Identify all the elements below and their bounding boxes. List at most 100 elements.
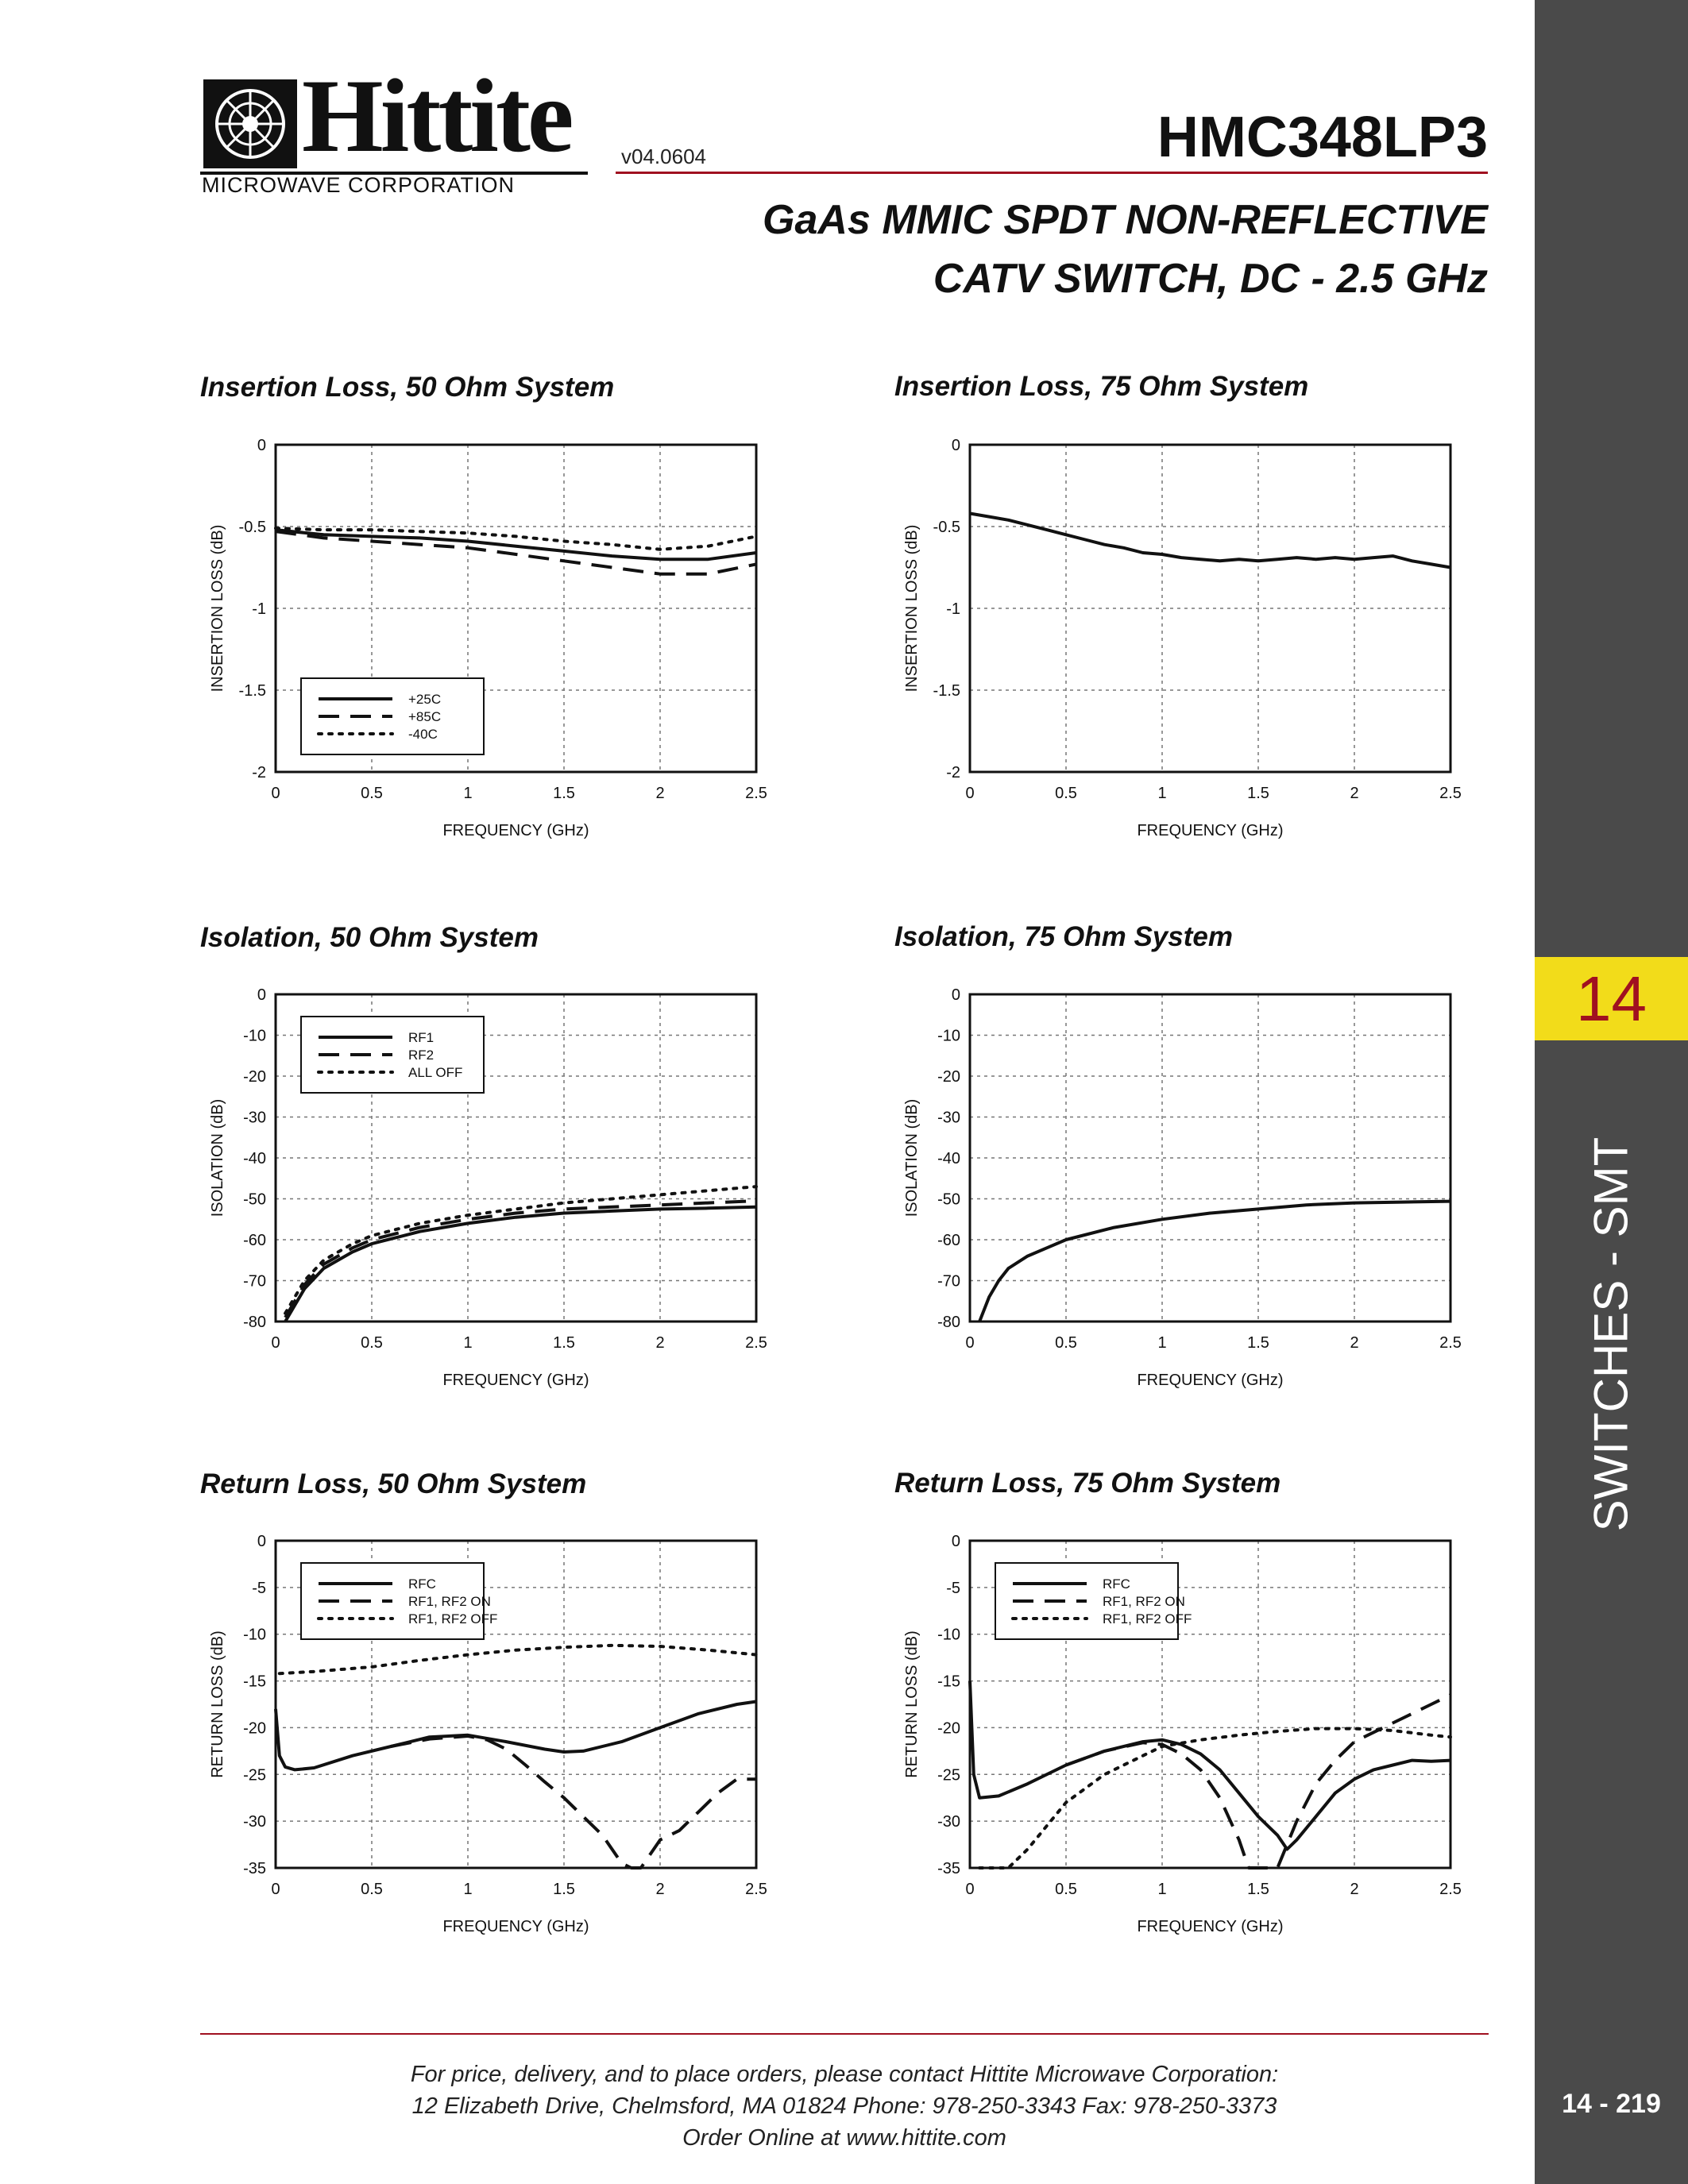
y-tick-label: -0.5 xyxy=(933,519,960,536)
x-tick-label: 2.5 xyxy=(1439,1881,1462,1898)
chart-title-rl75: Return Loss, 75 Ohm System xyxy=(894,1468,1281,1499)
y-axis-label: RETURN LOSS (dB) xyxy=(209,1630,226,1778)
y-tick-label: -50 xyxy=(243,1191,266,1209)
plot-frame xyxy=(274,993,758,1323)
y-axis-label: ISOLATION (dB) xyxy=(209,1099,226,1217)
series-line-2 xyxy=(284,1199,757,1318)
x-tick-label: 1 xyxy=(463,1334,472,1352)
x-tick-label: 2 xyxy=(1350,1334,1358,1352)
y-tick-label: 0 xyxy=(952,437,960,454)
x-tick-label: 2.5 xyxy=(1439,785,1462,802)
x-tick-label: 2 xyxy=(1350,785,1358,802)
x-tick-label: 0.5 xyxy=(1055,785,1077,802)
y-tick-label: -5 xyxy=(946,1580,960,1597)
x-tick-label: 0 xyxy=(271,785,280,802)
y-tick-label: -35 xyxy=(937,1860,960,1877)
y-tick-label: -20 xyxy=(243,1068,266,1086)
y-tick-label: -2 xyxy=(252,764,266,781)
x-tick-label: 1 xyxy=(1157,785,1166,802)
y-tick-label: 0 xyxy=(952,986,960,1004)
document-title: GaAs MMIC SPDT NON-REFLECTIVE CATV SWITC… xyxy=(763,191,1488,308)
y-tick-label: -10 xyxy=(937,1626,960,1644)
y-tick-label: -10 xyxy=(243,1028,266,1045)
logo-subtitle: MICROWAVE CORPORATION xyxy=(202,173,516,197)
series-line-3 xyxy=(284,1185,758,1315)
legend-label: RF1, RF2 ON xyxy=(1103,1594,1185,1609)
y-tick-label: -70 xyxy=(243,1273,266,1291)
chart-isolation-50: 0 0.5 1 1.5 2 2.5 0 -10 -20 -30 -40 -50 -60 -70 -80 FRE… xyxy=(200,978,820,1407)
chart-insertion-loss-75: 0 0.5 1 1.5 2 2.5 0 -0.5 -1 -1.5 -2 FREQUENCY (GHz)… xyxy=(894,429,1514,858)
footer-line-1: For price, delivery, and to place orders… xyxy=(410,2062,1279,2087)
y-tick-label: -80 xyxy=(937,1314,960,1331)
y-tick-label: -60 xyxy=(937,1232,960,1249)
footer-contact: For price, delivery, and to place orders… xyxy=(200,2059,1489,2154)
chart-svg-iso50: 0 0.5 1 1.5 2 2.5 0 -10 -20 -30 -40 -50 -60 -70 -80 FRE… xyxy=(209,986,767,1389)
x-axis-label: FREQUENCY (GHz) xyxy=(442,1918,589,1935)
y-tick-label: 0 xyxy=(257,437,266,454)
section-sidebar xyxy=(1535,0,1688,2184)
document-version: v04.0604 xyxy=(621,145,706,168)
y-tick-label: -5 xyxy=(252,1580,266,1597)
x-tick-label: 1.5 xyxy=(1247,1881,1269,1898)
x-tick-label: 2.5 xyxy=(745,1881,767,1898)
y-axis-label: RETURN LOSS (dB) xyxy=(903,1630,921,1778)
section-name: SWITCHES - SMT xyxy=(1584,1136,1638,1532)
x-tick-label: 0 xyxy=(965,1334,974,1352)
series-line-1 xyxy=(275,528,757,561)
y-tick-label: -1 xyxy=(252,600,266,618)
footer-line-2: 12 Elizabeth Drive, Chelmsford, MA 01824… xyxy=(411,2093,1277,2119)
y-tick-label: -15 xyxy=(937,1673,960,1691)
y-tick-label: -20 xyxy=(937,1068,960,1086)
x-tick-label: 1.5 xyxy=(553,1334,575,1352)
y-tick-label: -10 xyxy=(243,1626,266,1644)
y-tick-label: -80 xyxy=(243,1314,266,1331)
plot-frame xyxy=(274,443,758,774)
x-tick-label: 1.5 xyxy=(1247,1334,1269,1352)
x-tick-label: 0.5 xyxy=(1055,1334,1077,1352)
y-tick-label: -1.5 xyxy=(239,682,266,700)
x-tick-label: 2.5 xyxy=(1439,1334,1462,1352)
y-tick-label: -1 xyxy=(946,600,960,618)
y-tick-label: -70 xyxy=(937,1273,960,1291)
y-tick-label: -2 xyxy=(946,764,960,781)
section-number-box xyxy=(1535,957,1688,1040)
x-tick-label: 0.5 xyxy=(361,1881,383,1898)
logo-emblem-icon xyxy=(203,79,297,168)
x-axis-label: FREQUENCY (GHz) xyxy=(1137,1918,1283,1935)
legend-label: RF1 xyxy=(408,1030,434,1045)
x-tick-label: 2 xyxy=(655,785,664,802)
legend-label: RF2 xyxy=(408,1048,434,1063)
y-tick-label: 0 xyxy=(952,1533,960,1550)
x-tick-label: 0 xyxy=(965,1881,974,1898)
chart-svg-rl75: 0 0.5 1 1.5 2 2.5 0 -5 -10 -15 -20 -25 -30 -35 FREQUEN… xyxy=(903,1533,1462,1935)
y-axis-label: INSERTION LOSS (dB) xyxy=(903,525,921,693)
series-line-2 xyxy=(390,1734,756,1870)
chart-svg-iso75: 0 0.5 1 1.5 2 2.5 0 -10 -20 -30 -40 -50 -60 -70 -80 FRE… xyxy=(903,986,1462,1389)
y-tick-label: -40 xyxy=(937,1150,960,1167)
x-axis-label: FREQUENCY (GHz) xyxy=(442,1372,589,1389)
plot-frame xyxy=(968,993,1452,1323)
x-tick-label: 2.5 xyxy=(745,1334,767,1352)
chart-svg-rl50: 0 0.5 1 1.5 2 2.5 0 -5 -10 -15 -20 -25 -30 -35 FREQUEN… xyxy=(209,1533,767,1935)
x-axis-label: FREQUENCY (GHz) xyxy=(1137,1372,1283,1389)
y-tick-label: -0.5 xyxy=(239,519,266,536)
x-axis-label: FREQUENCY (GHz) xyxy=(442,822,589,839)
chart-title-rl50: Return Loss, 50 Ohm System xyxy=(200,1468,587,1499)
footer-line-3: Order Online at www.hittite.com xyxy=(682,2125,1006,2151)
x-axis-label: FREQUENCY (GHz) xyxy=(1137,822,1283,839)
chart-isolation-75: 0 0.5 1 1.5 2 2.5 0 -10 -20 -30 -40 -50 -60 -70 -80 FRE… xyxy=(894,978,1514,1407)
chart-title-il50: Insertion Loss, 50 Ohm System xyxy=(200,372,615,403)
y-tick-label: -30 xyxy=(937,1813,960,1831)
x-tick-label: 0 xyxy=(271,1881,280,1898)
chart-return-loss-50: 0 0.5 1 1.5 2 2.5 0 -5 -10 -15 -20 -25 -30 -35 FREQUEN… xyxy=(200,1525,820,1954)
y-tick-label: -10 xyxy=(937,1028,960,1045)
chart-title-iso50: Isolation, 50 Ohm System xyxy=(200,922,539,953)
logo-wordmark: Hittite xyxy=(302,57,574,174)
series-line-3 xyxy=(978,1727,1452,1870)
x-tick-label: 0.5 xyxy=(361,1334,383,1352)
y-tick-label: -50 xyxy=(937,1191,960,1209)
series-line-1 xyxy=(284,1205,757,1323)
plot-frame xyxy=(274,1539,758,1870)
chart-title-il75: Insertion Loss, 75 Ohm System xyxy=(894,371,1309,402)
title-line-1: GaAs MMIC SPDT NON-REFLECTIVE xyxy=(763,197,1488,243)
